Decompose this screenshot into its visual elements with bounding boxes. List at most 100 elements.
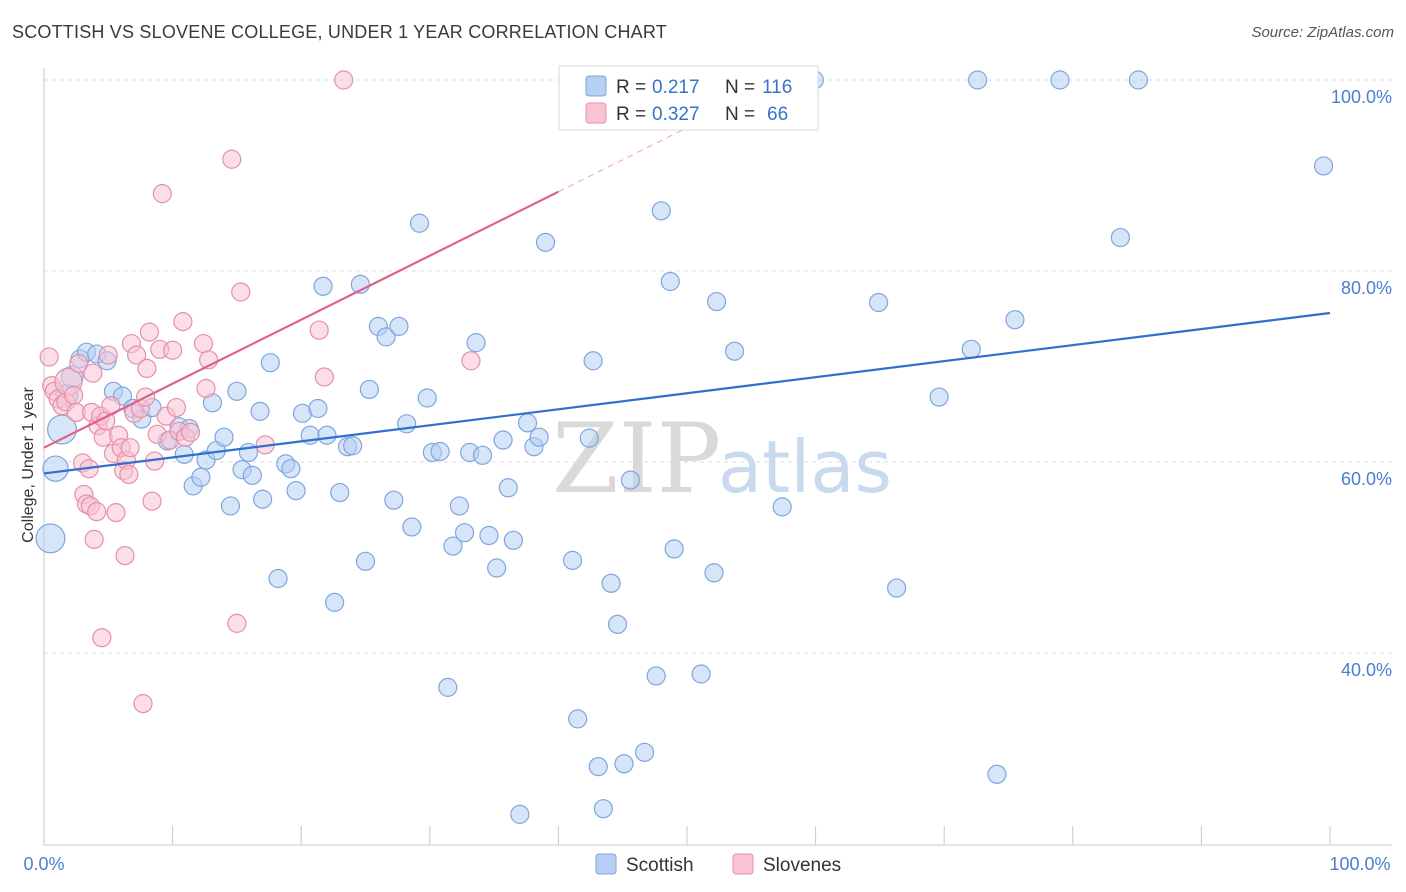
y-tick-label-60: 60.0% xyxy=(1341,469,1392,489)
scottish-point-47 xyxy=(359,379,379,400)
scottish-point-25 xyxy=(227,381,247,401)
scottish-point-60 xyxy=(449,496,469,516)
legend-n-value-scottish: 116 xyxy=(762,77,792,98)
scottish-point-35 xyxy=(286,481,306,501)
y-tick-label-40: 40.0% xyxy=(1341,660,1392,680)
scottish-point-67 xyxy=(493,430,513,450)
scottish-point-97 xyxy=(772,497,792,517)
scottish-point-44 xyxy=(343,436,363,456)
scottish-point-100 xyxy=(869,292,889,313)
slovene-point-63 xyxy=(309,320,329,340)
y-tick-label-80: 80.0% xyxy=(1341,278,1392,298)
slovene-point-18 xyxy=(87,502,107,522)
slovene-point-37 xyxy=(126,345,147,365)
slovene-point-21 xyxy=(92,628,112,648)
scottish-point-66 xyxy=(487,558,507,578)
slovene-point-24 xyxy=(98,345,118,365)
scottish-point-81 xyxy=(593,799,614,819)
slovene-trend-line xyxy=(43,190,559,449)
scottish-point-73 xyxy=(529,427,549,447)
slovene-point-65 xyxy=(334,70,354,90)
scottish-point-83 xyxy=(607,614,628,634)
scottish-point-28 xyxy=(242,465,262,485)
scottish-point-95 xyxy=(724,341,745,361)
scottish-point-109 xyxy=(1128,70,1148,90)
scottish-point-24 xyxy=(220,496,241,516)
scottish-point-32 xyxy=(268,568,288,589)
scottish-point-76 xyxy=(562,550,583,570)
slovene-point-51 xyxy=(166,397,187,418)
slovene-point-53 xyxy=(173,312,193,332)
legend-r-value-slovenes: 0.327 xyxy=(652,104,700,125)
slovene-point-27 xyxy=(106,503,126,523)
series-legend: Scottish Slovenes xyxy=(595,853,841,876)
scottish-point-54 xyxy=(409,213,430,233)
legend-n-label-slovenes: N = xyxy=(725,104,755,125)
scottish-point-93 xyxy=(704,563,724,583)
watermark-atlas: atlas xyxy=(718,425,892,509)
scottish-point-69 xyxy=(503,530,523,550)
slovene-points xyxy=(39,70,481,714)
slovene-point-34 xyxy=(120,438,140,458)
scottish-point-57 xyxy=(430,441,450,462)
scottish-point-42 xyxy=(330,482,350,503)
scottish-point-31 xyxy=(260,353,280,373)
scottish-point-108 xyxy=(1110,227,1130,248)
scottish-point-78 xyxy=(579,428,599,448)
slovene-point-41 xyxy=(137,358,157,379)
slovene-point-66 xyxy=(461,351,481,371)
scottish-point-101 xyxy=(887,578,907,598)
series-legend-swatch-slovenes xyxy=(732,853,754,875)
scottish-point-106 xyxy=(1005,310,1025,330)
scottish-point-0 xyxy=(35,523,66,554)
slovene-point-31 xyxy=(115,545,135,566)
scottish-point-85 xyxy=(620,470,641,490)
stats-legend: R = 0.217 N = 116 R = 0.327 N = 66 xyxy=(558,65,819,131)
scottish-point-49 xyxy=(376,327,396,347)
slovene-point-16 xyxy=(83,363,103,383)
scottish-point-1 xyxy=(42,455,69,482)
x-tick-label-max: 100.0% xyxy=(1329,854,1390,874)
slovene-point-61 xyxy=(231,282,251,302)
scottish-point-58 xyxy=(438,677,458,697)
scottish-point-92 xyxy=(691,664,711,684)
y-axis-title: College, Under 1 year xyxy=(20,387,37,543)
scottish-point-65 xyxy=(479,525,499,546)
scottish-point-103 xyxy=(961,339,981,359)
scottish-point-80 xyxy=(588,757,608,777)
scottish-point-79 xyxy=(583,351,603,371)
scottish-point-38 xyxy=(308,398,328,419)
slovene-point-64 xyxy=(314,367,334,387)
slovene-point-39 xyxy=(133,694,153,714)
scottish-point-86 xyxy=(634,742,655,762)
slovene-point-7 xyxy=(63,385,84,405)
legend-swatch-scottish xyxy=(585,75,607,97)
y-axis-tick-labels: 40.0% 60.0% 80.0% 100.0% xyxy=(1331,87,1392,680)
scottish-point-74 xyxy=(535,232,556,252)
scottish-point-41 xyxy=(325,592,345,612)
axes xyxy=(43,68,1392,846)
slovene-point-33 xyxy=(119,464,139,485)
grid-lines xyxy=(44,79,1392,654)
scottish-point-59 xyxy=(443,536,463,556)
scottish-point-55 xyxy=(417,388,437,408)
legend-n-label-scottish: N = xyxy=(725,77,755,98)
scottish-point-63 xyxy=(466,333,486,353)
slovene-point-55 xyxy=(181,422,201,442)
scottish-point-34 xyxy=(281,459,301,479)
scottish-point-110 xyxy=(1313,156,1334,176)
series-legend-swatch-scottish xyxy=(595,853,617,875)
scottish-point-102 xyxy=(929,387,949,407)
scottish-point-19 xyxy=(191,467,211,487)
y-tick-label-100: 100.0% xyxy=(1331,87,1392,107)
scottish-trend-line xyxy=(43,311,1331,475)
slovene-point-0 xyxy=(39,347,59,367)
scottish-point-53 xyxy=(402,517,422,537)
scottish-point-68 xyxy=(498,478,518,498)
slovene-point-17 xyxy=(84,529,104,549)
scottish-point-40 xyxy=(317,425,337,445)
scottish-point-84 xyxy=(614,754,634,774)
scottish-point-70 xyxy=(510,804,530,824)
scottish-point-90 xyxy=(664,539,684,559)
